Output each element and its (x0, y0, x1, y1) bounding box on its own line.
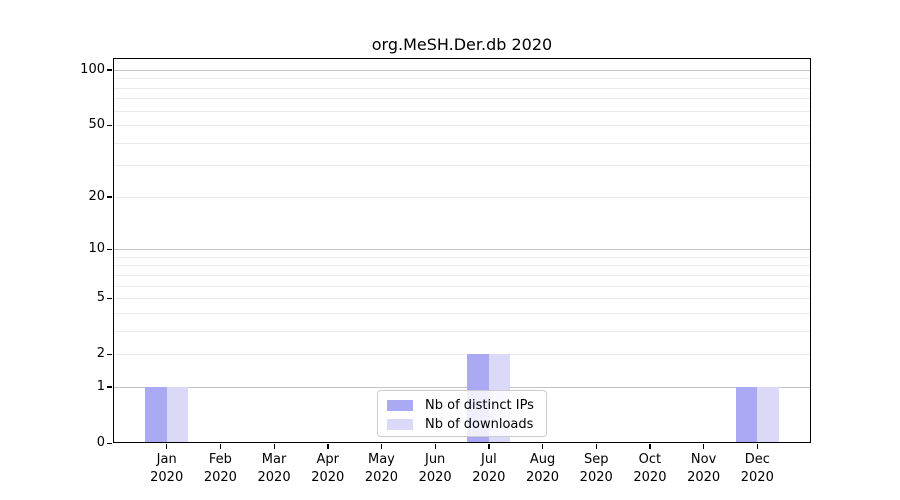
gridline-major (113, 69, 811, 71)
x-tick-label: Jan 2020 (150, 452, 184, 485)
x-tick-mark (273, 444, 275, 449)
chart-title: org.MeSH.Der.db 2020 (371, 35, 553, 54)
x-tick-mark (703, 444, 705, 449)
x-tick-mark (488, 444, 490, 449)
gridline-minor (113, 87, 811, 89)
y-tick-label: 0 (96, 435, 105, 450)
gridline-major (113, 249, 811, 251)
x-tick-label: Jun 2020 (418, 452, 452, 485)
legend-swatch (387, 400, 413, 411)
y-tick-mark (107, 69, 112, 71)
gridline-minor (113, 298, 811, 300)
legend: Nb of distinct IPs Nb of downloads (377, 390, 547, 437)
bar-nb-of-distinct-ips (735, 386, 758, 443)
gridline-major (113, 386, 811, 388)
x-tick-label: Apr 2020 (311, 452, 345, 485)
x-tick-mark (166, 444, 168, 449)
gridline-minor (113, 78, 811, 80)
legend-label: Nb of distinct IPs (425, 398, 534, 413)
x-tick-label: Sep 2020 (579, 452, 613, 485)
legend-label: Nb of downloads (425, 417, 534, 432)
y-tick-label: 20 (88, 188, 105, 204)
gridline-minor (113, 285, 811, 287)
x-tick-label: Mar 2020 (257, 452, 291, 485)
gridline-minor (113, 256, 811, 258)
legend-swatch (387, 419, 413, 430)
x-tick-label: Aug 2020 (525, 452, 560, 485)
y-tick-mark (107, 386, 112, 388)
y-tick-mark (107, 442, 112, 444)
x-tick-mark (542, 444, 544, 449)
y-tick-label: 2 (96, 346, 105, 362)
x-tick-mark (380, 444, 383, 449)
y-tick-mark (107, 248, 112, 250)
plot-area (113, 58, 811, 443)
gridline-minor (113, 125, 811, 127)
gridline-minor (113, 98, 811, 100)
x-tick-mark (595, 444, 598, 449)
x-tick-mark (219, 444, 222, 449)
y-tick-label: 1 (96, 378, 105, 394)
x-tick-mark (434, 444, 436, 449)
x-tick-mark (756, 444, 759, 449)
y-tick-label: 50 (88, 117, 105, 133)
x-tick-label: Nov 2020 (687, 452, 721, 485)
y-tick-mark (107, 124, 112, 126)
gridline-minor (113, 142, 811, 144)
bar-nb-of-distinct-ips (145, 386, 167, 443)
x-tick-mark (327, 444, 329, 449)
x-tick-mark (649, 444, 651, 449)
y-tick-mark (107, 353, 112, 355)
y-tick-label: 5 (96, 290, 105, 306)
y-tick-mark (107, 297, 112, 299)
gridline-minor (113, 165, 811, 167)
y-tick-label: 100 (80, 61, 105, 77)
bar-nb-of-downloads (757, 386, 779, 443)
gridline-minor (113, 110, 811, 112)
x-tick-label: Oct 2020 (633, 452, 667, 485)
gridline-minor (113, 354, 811, 356)
gridline-minor (113, 330, 811, 332)
x-tick-label: Dec 2020 (740, 452, 774, 485)
x-tick-label: Jul 2020 (472, 452, 506, 485)
x-tick-label: Feb 2020 (203, 452, 237, 485)
gridline-minor (113, 274, 811, 276)
y-tick-label: 10 (88, 241, 105, 257)
x-tick-label: May 2020 (364, 452, 398, 485)
legend-row: Nb of distinct IPs (378, 396, 546, 415)
y-tick-mark (107, 196, 112, 198)
bar-nb-of-downloads (166, 386, 189, 443)
gridline-minor (113, 312, 811, 314)
gridline-minor (113, 196, 811, 198)
gridline-minor (113, 265, 811, 267)
legend-row: Nb of downloads (378, 415, 546, 434)
